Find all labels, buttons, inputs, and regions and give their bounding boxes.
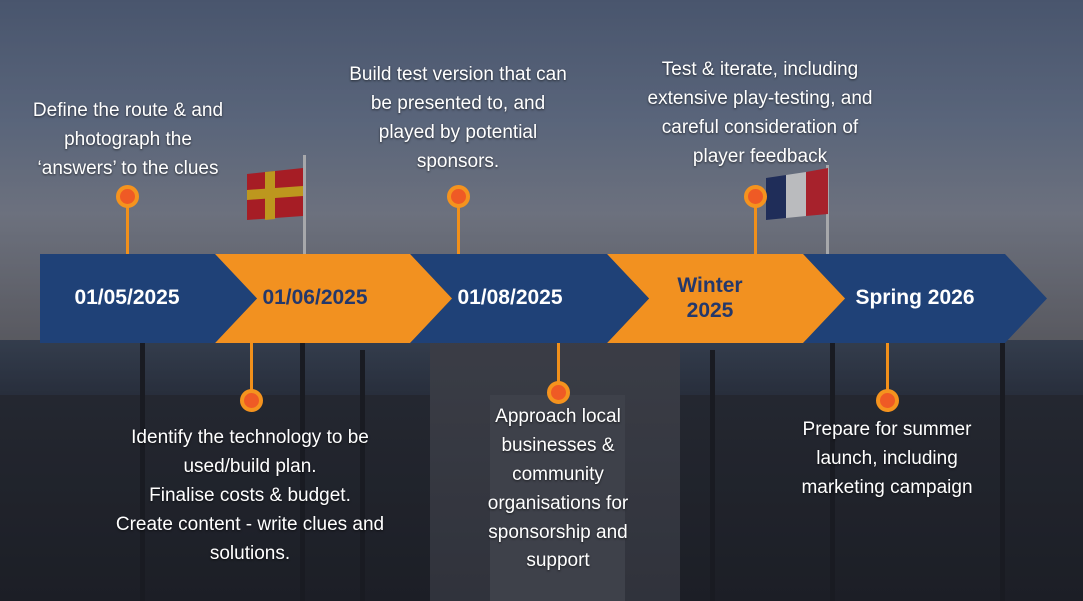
milestone-connector [125, 196, 129, 254]
milestone-note-line: Create content - write clues and [115, 513, 385, 535]
timeline-segment [40, 254, 257, 343]
milestone-connector [556, 343, 560, 392]
milestone-label: Winter 2025 [625, 254, 795, 343]
milestone-label: 01/06/2025 [262, 286, 368, 310]
milestone-note-line: used/build plan. [183, 455, 317, 477]
flagpole [303, 155, 306, 255]
milestone-connector [753, 196, 757, 254]
railing-post [360, 350, 365, 601]
milestone-marker [446, 184, 470, 208]
milestone-marker [546, 380, 570, 404]
milestone-note-line: businesses & [501, 434, 615, 456]
railing-post [830, 340, 835, 601]
timeline-segment [607, 254, 845, 343]
milestone-label-line: 2025 [686, 298, 734, 322]
milestone-note-line: organisations for [487, 492, 629, 514]
milestone-note-line: Prepare for summer [802, 419, 972, 440]
milestone-marker [875, 388, 899, 412]
milestone-note: Approach local businesses & community organ… [468, 403, 648, 576]
milestone-connector [885, 343, 889, 400]
milestone-marker [239, 388, 263, 412]
milestone-marker [743, 184, 767, 208]
railing-post [1000, 340, 1005, 601]
milestone-note: Build test version that can be presented … [320, 61, 596, 177]
railing-post [710, 350, 715, 601]
milestone-note: Define the route & and photograph the ‘ans… [12, 97, 244, 184]
milestone-note-line: be presented to, and [370, 92, 546, 114]
milestone-label-line: Winter [677, 274, 743, 298]
milestone-note-line: played by potential [378, 121, 538, 143]
milestone-note: Test & iterate, including extensive play-… [622, 56, 898, 172]
milestone-note-line: Identify the technology to be [131, 427, 369, 448]
milestone-note-line: player feedback [692, 145, 828, 167]
milestone-note-line: marketing campaign [801, 476, 973, 498]
milestone-note-line: Test & iterate, including [661, 59, 859, 80]
milestone-note-line: extensive play-testing, and [647, 87, 873, 109]
milestone-label: Spring 2026 [855, 286, 975, 310]
milestone-note-line: sponsorship and [488, 521, 628, 543]
milestone-note-line: ‘answers’ to the clues [37, 157, 219, 179]
milestone-connector [456, 196, 460, 254]
milestone-note-line: solutions. [209, 542, 291, 564]
milestone-note-line: support [526, 550, 590, 572]
milestone-note-line: Define the route & and [32, 100, 224, 121]
milestone-marker [115, 184, 139, 208]
milestone-note-line: Build test version that can [349, 64, 567, 85]
milestone-label: 01/05/2025 [74, 286, 180, 310]
milestone-note-line: community [512, 463, 604, 485]
timeline-segment [215, 254, 452, 343]
milestone-note-line: sponsors. [416, 150, 500, 172]
milestone-label: 01/08/2025 [457, 286, 563, 310]
milestone-connector [249, 343, 253, 400]
milestone-note-line: launch, including [816, 447, 958, 469]
timeline-segment [410, 254, 649, 343]
railing-post [300, 340, 305, 601]
milestone-note-line: Approach local [495, 406, 621, 427]
milestone-note-line: Finalise costs & budget. [149, 484, 351, 506]
railing-post [140, 340, 145, 601]
tricolour-flag-icon [766, 168, 828, 220]
yellow-red-cross-flag-icon [247, 168, 303, 220]
timeline-segment [803, 254, 1047, 343]
milestone-note: Identify the technology to be used/build … [90, 424, 410, 568]
pier-kiosk [490, 395, 625, 601]
milestone-note-line: photograph the [64, 128, 192, 150]
milestone-note: Prepare for summer launch, including marke… [782, 416, 992, 503]
milestone-note-line: careful consideration of [661, 116, 859, 138]
